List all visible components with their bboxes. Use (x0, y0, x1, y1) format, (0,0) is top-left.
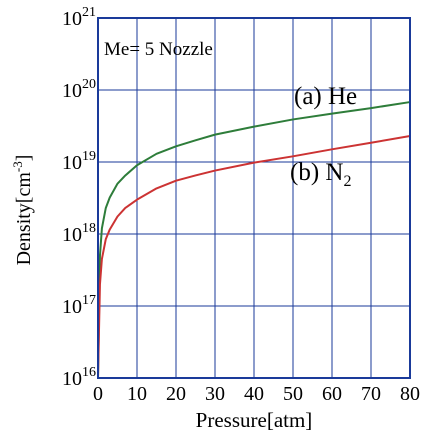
y-tick-label: 1016 (62, 365, 96, 390)
y-tick-labels: 1016 1017 1018 1019 1020 1021 (62, 5, 96, 390)
series-label-n2: (b) N2 (290, 159, 351, 190)
plot-frame (97, 17, 411, 379)
series-lines (97, 101, 411, 379)
x-tick-label: 80 (400, 383, 420, 405)
x-tick-label: 20 (166, 383, 186, 405)
y-tick-label: 1019 (62, 149, 96, 174)
y-tick-label: 1018 (62, 221, 96, 246)
series-label-n2-base: (b) N (290, 159, 343, 186)
x-tick-label: 0 (93, 383, 103, 405)
series-line-he (97, 101, 411, 379)
series-line-n2 (97, 134, 411, 379)
x-tick-label: 70 (361, 383, 381, 405)
y-tick-label: 1020 (62, 77, 96, 102)
y-axis-label-close: ] (13, 155, 35, 162)
y-axis-label-base: Density[cm (13, 172, 35, 266)
series-label-he: (a) He (294, 83, 357, 110)
y-axis-label-exp: -3 (10, 161, 25, 172)
series-label-n2-sub: 2 (343, 173, 351, 190)
y-axis-label: Density[cm-3] (10, 155, 35, 266)
x-tick-labels: 0 10 20 30 40 50 60 70 80 (93, 383, 420, 405)
annotation-label: Me= 5 Nozzle (104, 39, 213, 60)
x-tick-label: 10 (127, 383, 147, 405)
x-tick-label: 60 (322, 383, 342, 405)
grid-lines (97, 17, 411, 379)
x-axis-label: Pressure[atm] (196, 408, 313, 432)
x-tick-label: 40 (244, 383, 264, 405)
y-tick-label: 1021 (62, 5, 96, 30)
y-tick-label: 1017 (62, 293, 96, 318)
x-tick-label: 30 (205, 383, 225, 405)
x-tick-label: 50 (283, 383, 303, 405)
